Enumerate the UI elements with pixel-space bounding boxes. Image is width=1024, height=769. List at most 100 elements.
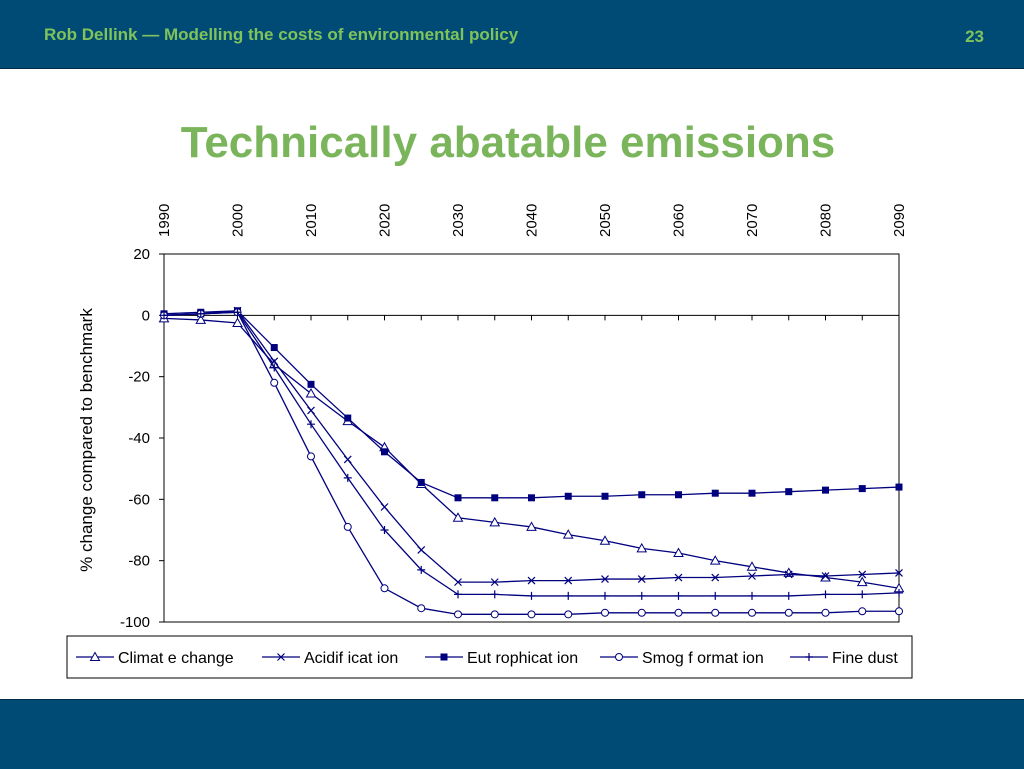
x-tick-label: 2050 [597, 204, 614, 237]
x-tick-label: 2000 [230, 204, 247, 237]
series-3-line [163, 310, 900, 499]
legend-label: Eut rophicat ion [467, 650, 578, 667]
x-tick-label: 2020 [377, 204, 394, 237]
series-2-point [711, 573, 720, 582]
plot-area-frame [163, 253, 900, 623]
series-3-point [270, 344, 278, 352]
series-1-point [856, 576, 868, 587]
series-2-point [564, 576, 573, 585]
legend-box [66, 635, 913, 679]
x-tick-label: 2040 [524, 204, 541, 237]
series-3-point [307, 380, 315, 388]
series-1-point [636, 542, 648, 553]
series-3-point [491, 494, 499, 502]
x-tick-label: 2090 [891, 204, 908, 237]
series-5-point [895, 588, 903, 597]
series-2-point [527, 576, 536, 585]
series-3-point [785, 488, 793, 496]
series-5-point [858, 590, 867, 599]
series-5-point [564, 591, 573, 600]
series-1-point [195, 314, 207, 324]
series-2-point [821, 572, 830, 580]
series-5-point [160, 311, 168, 320]
series-4-point [858, 607, 867, 616]
x-tick-label: 2070 [744, 204, 761, 237]
x-tick-label: 2060 [671, 204, 688, 237]
series-5-point [454, 590, 462, 599]
series-2-point [601, 575, 609, 583]
series-2-point [637, 575, 646, 583]
series-4-point [564, 610, 573, 619]
series-4-point [637, 608, 646, 617]
y-axis-title: % change compared to benchmark [77, 308, 96, 572]
series-1-point [232, 317, 243, 327]
y-tick-label: -60 [128, 491, 150, 508]
legend-label: Acidif icat ion [304, 650, 398, 667]
series-3-point [564, 492, 572, 500]
series-4-point [380, 584, 389, 593]
series-5-point [196, 309, 205, 318]
series-2-point [343, 455, 352, 464]
series-4-point [784, 608, 793, 617]
series-2-point [454, 578, 462, 587]
y-tick-label: -80 [128, 553, 150, 570]
series-3-point [858, 485, 866, 493]
series-5-point [233, 308, 242, 317]
top-bar: Rob Dellink — Modelling the costs of env… [0, 0, 1024, 69]
series-5-point [307, 420, 315, 429]
series-2-point [674, 573, 683, 582]
emissions-line-chart: 20 0 -20 -40 -60 -80 -100 1990 2000 2010 2020 2030 2… [66, 204, 913, 679]
series-3-point [454, 494, 462, 502]
legend-marker [277, 653, 285, 661]
series-2-point [858, 570, 867, 579]
series-5-point [417, 565, 426, 574]
series-2-point [490, 578, 499, 587]
series-1-point [452, 512, 464, 522]
x-tick-label: 1990 [156, 204, 173, 237]
series-3-point [748, 489, 756, 497]
series-5-point [343, 473, 352, 482]
series-4-point [748, 608, 756, 617]
series-4-point [417, 604, 426, 613]
series-2-point [784, 570, 793, 579]
legend-marker [805, 653, 813, 661]
y-tick-label: -100 [120, 614, 150, 631]
header-title: Rob Dellink — Modelling the costs of env… [44, 25, 519, 44]
x-tick-label: 2030 [450, 204, 467, 237]
series-4-point [821, 608, 830, 617]
legend-label: Climat e change [118, 650, 234, 667]
slide-title: Technically abatable emissions [180, 118, 836, 167]
series-4-point [601, 608, 609, 617]
y-tick-label: -40 [128, 430, 150, 447]
series-1-point [562, 529, 574, 539]
series-5-point [601, 591, 609, 600]
series-2-point [748, 572, 756, 580]
series-3-point [675, 491, 682, 499]
series-5-point [490, 590, 499, 599]
series-5-line [163, 311, 900, 597]
series-2-point [895, 569, 903, 577]
series-5-point [380, 526, 389, 534]
series-2-line [163, 310, 900, 583]
series-5-point [527, 591, 536, 600]
series-3-point [822, 486, 829, 494]
series-3-point [711, 489, 719, 497]
series-1-point [673, 547, 684, 557]
y-tick-label: 0 [142, 307, 150, 324]
series-5-point [748, 591, 756, 600]
series-5-point [711, 591, 720, 600]
bottom-bar [0, 699, 1024, 769]
series-3-point [417, 478, 425, 486]
series-5-point [637, 591, 646, 600]
y-tick-label: -20 [128, 369, 150, 386]
series-4-point [270, 378, 279, 387]
series-3-point [601, 492, 609, 500]
x-tick-label: 2010 [303, 204, 320, 237]
series-4-point [895, 607, 903, 616]
series-1-line [163, 317, 900, 589]
series-4-point [454, 610, 462, 619]
series-1-point [599, 535, 611, 545]
series-2-point [417, 546, 426, 554]
series-4-point [307, 452, 315, 461]
series-3-point [381, 448, 388, 456]
